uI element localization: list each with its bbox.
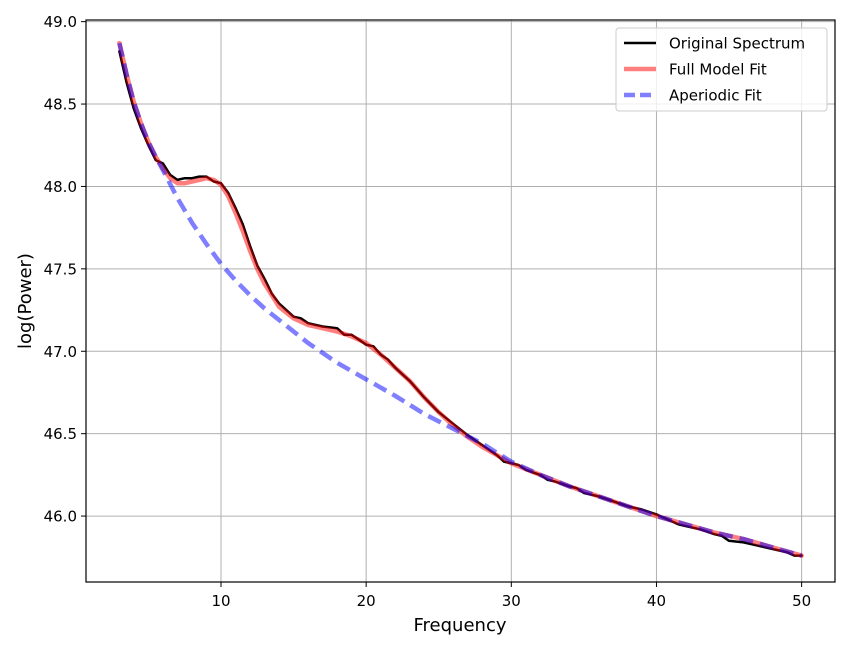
x-tick-label: 20 [357, 592, 376, 610]
legend-label: Aperiodic Fit [669, 87, 762, 105]
y-tick-label: 47.5 [44, 260, 77, 278]
x-tick-label: 50 [792, 592, 811, 610]
y-tick-label: 47.0 [44, 343, 77, 361]
y-axis-label: log(Power) [15, 253, 36, 349]
y-axis-ticks: 46.0 46.5 47.0 47.5 48.0 48.5 49.0 [44, 13, 86, 526]
y-tick-label: 46.0 [44, 508, 77, 526]
x-axis-label: Frequency [414, 615, 507, 636]
x-axis-ticks: 10 20 30 40 50 [211, 582, 811, 610]
y-tick-label: 49.0 [44, 13, 77, 31]
x-tick-label: 30 [502, 592, 521, 610]
legend-box [615, 27, 828, 112]
series-layer [117, 40, 804, 558]
legend-label: Full Model Fit [669, 61, 767, 79]
x-tick-label: 10 [211, 592, 230, 610]
y-tick-label: 48.5 [44, 96, 77, 114]
series-aperiodic-fit [117, 42, 803, 558]
legend-label: Original Spectrum [669, 35, 805, 53]
axes-frame [85, 19, 836, 583]
y-tick-label: 46.5 [44, 425, 77, 443]
legend: Original Spectrum Full Model Fit Aperiodic… [615, 27, 828, 112]
y-tick-label: 48.0 [44, 178, 77, 196]
x-tick-label: 40 [647, 592, 666, 610]
